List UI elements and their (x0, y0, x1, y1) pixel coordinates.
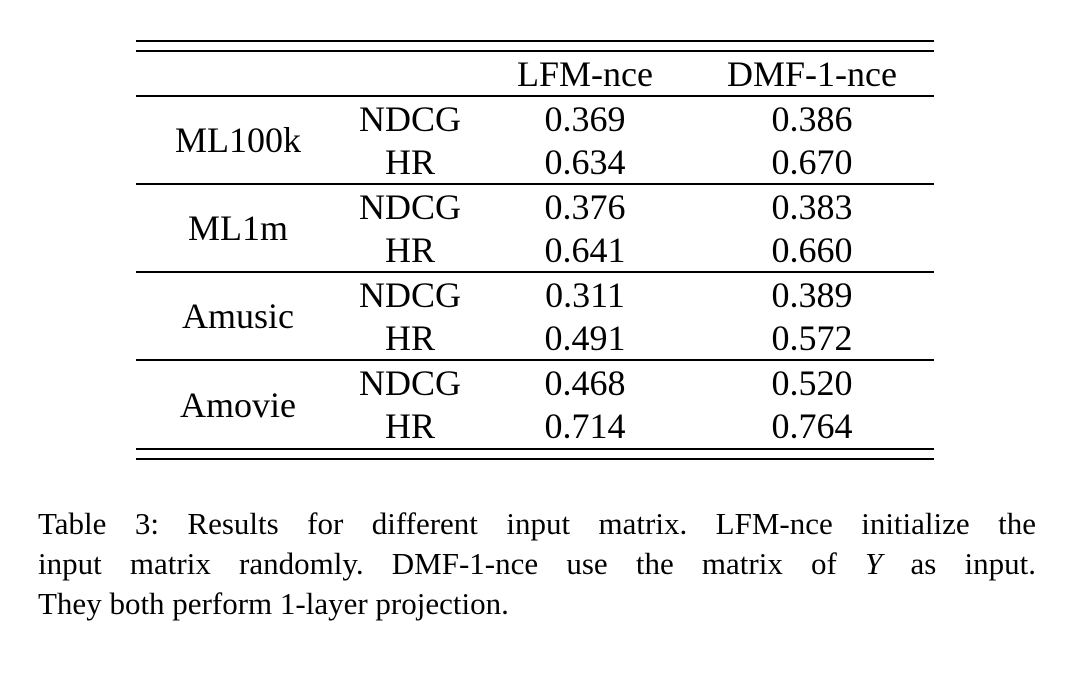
math-variable-y: Y (865, 546, 883, 581)
table-top-double-rule (136, 40, 934, 52)
value-cell: 0.376 (544, 186, 626, 227)
table-row: HR 0.714 0.764 (136, 404, 934, 448)
value-cell: 0.670 (771, 141, 853, 182)
value-cell: 0.389 (771, 274, 853, 315)
caption-line-3: They both perform 1-layer projection. (38, 586, 509, 621)
metric-label: HR (384, 229, 435, 270)
value-cell: 0.714 (544, 406, 626, 446)
value-cell: 0.520 (771, 362, 853, 403)
caption-line-2: input matrix randomly. DMF-1-nce use the… (38, 544, 1036, 584)
empty-header-cell (136, 52, 340, 96)
metric-label: NDCG (358, 274, 461, 315)
caption-line-1: Table 3: Results for different input mat… (38, 506, 1036, 541)
dataset-label-ml100k: ML100k (175, 120, 301, 160)
caption-line-2-pre: input matrix randomly. DMF-1-nce use the… (38, 546, 866, 581)
table-header-row: LFM-nce DMF-1-nce (136, 52, 934, 96)
table-row: HR 0.634 0.670 (136, 140, 934, 184)
table-row: Amusic NDCG 0.311 0.389 (136, 272, 934, 335)
value-cell: 0.660 (771, 229, 853, 270)
value-cell: 0.369 (544, 98, 626, 139)
table-row: Amovie NDCG 0.468 0.520 (136, 360, 934, 423)
column-header-dmf-1-nce: DMF-1-nce (727, 53, 897, 94)
value-cell: 0.641 (544, 229, 626, 270)
value-cell: 0.386 (771, 98, 853, 139)
column-header-lfm-nce: LFM-nce (517, 53, 653, 94)
metric-label: NDCG (358, 186, 461, 227)
value-cell: 0.764 (771, 406, 853, 446)
metric-label: NDCG (358, 98, 461, 139)
results-table: LFM-nce DMF-1-nce ML100k NDCG 0.369 0.38… (136, 52, 934, 448)
value-cell: 0.468 (544, 362, 626, 403)
value-cell: 0.491 (544, 317, 626, 358)
value-cell: 0.572 (771, 317, 853, 358)
metric-label: HR (384, 141, 435, 182)
table-row: HR 0.491 0.572 (136, 316, 934, 360)
caption-line-2-post: as input. (882, 546, 1036, 581)
value-cell: 0.634 (544, 141, 626, 182)
value-cell: 0.383 (771, 186, 853, 227)
dataset-label-ml1m: ML1m (187, 208, 288, 248)
value-cell: 0.311 (545, 274, 625, 315)
metric-label: NDCG (358, 362, 461, 403)
metric-label: HR (384, 317, 435, 358)
results-table-block: LFM-nce DMF-1-nce ML100k NDCG 0.369 0.38… (136, 40, 934, 460)
metric-label: HR (384, 406, 435, 446)
empty-header-cell (340, 52, 480, 96)
dataset-label-amovie: Amovie (180, 384, 296, 425)
dataset-label-amusic: Amusic (182, 296, 294, 336)
table-row: ML100k NDCG 0.369 0.386 (136, 96, 934, 159)
table-row: HR 0.641 0.660 (136, 228, 934, 272)
table-caption: Table 3: Results for different input mat… (38, 504, 1036, 624)
table-row: ML1m NDCG 0.376 0.383 (136, 184, 934, 247)
table-bottom-double-rule (136, 448, 934, 460)
